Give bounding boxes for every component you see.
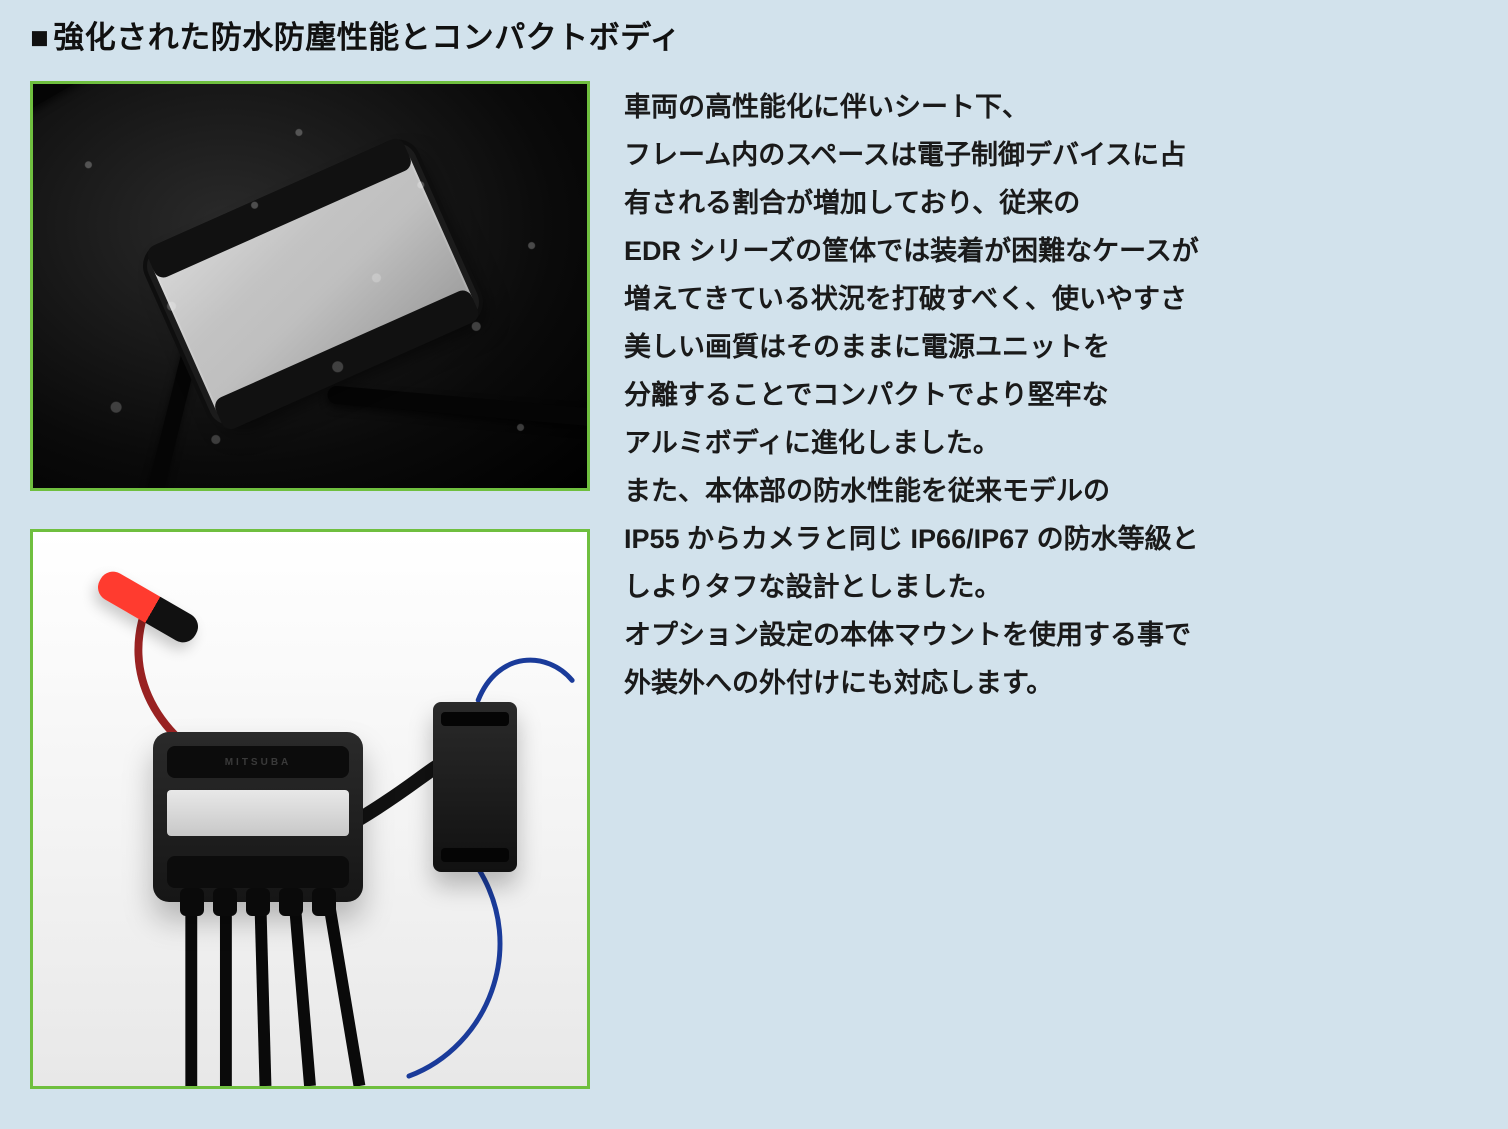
heading-text: 強化された防水防塵性能とコンパクトボディ <box>53 20 681 55</box>
body-line: EDR シリーズの筐体では装着が困難なケースが <box>624 227 1468 275</box>
device-aluminum-plate-icon <box>167 790 349 836</box>
heading-bullet-icon: ■ <box>30 20 49 56</box>
body-line: 車両の高性能化に伴いシート下、 <box>624 83 1468 131</box>
body-line: 分離することでコンパクトでより堅牢な <box>624 371 1468 419</box>
cable-icon <box>30 81 241 118</box>
body-line: IP55 からカメラと同じ IP66/IP67 の防水等級と <box>624 515 1468 563</box>
body-text: 車両の高性能化に伴いシート下、 フレーム内のスペースは電子制御デバイスに占 有さ… <box>624 83 1468 707</box>
device-bottom-bar-icon <box>167 856 349 888</box>
edr-main-unit-icon: MITSUBA <box>153 732 363 902</box>
product-image-components: MITSUBA <box>30 529 590 1089</box>
device-ports-icon <box>153 888 363 916</box>
body-line: 有される割合が増加しており、従来の <box>624 179 1468 227</box>
images-column: MITSUBA <box>30 81 590 1089</box>
page: ■強化された防水防塵性能とコンパクトボディ <box>0 0 1508 1089</box>
cable-icon <box>327 385 590 433</box>
device-brand-label: MITSUBA <box>167 746 349 778</box>
content-row: MITSUBA 車両の高性能化に伴いシート下、 フレーム内のスペースは電子制御デ… <box>30 81 1468 1089</box>
body-line: 増えてきている状況を打破すべく、使いやすさ <box>624 275 1468 323</box>
body-line: また、本体部の防水性能を従来モデルの <box>624 467 1468 515</box>
text-column: 車両の高性能化に伴いシート下、 フレーム内のスペースは電子制御デバイスに占 有さ… <box>624 81 1468 707</box>
section-heading: ■強化された防水防塵性能とコンパクトボディ <box>30 12 1468 57</box>
body-line: しよりタフな設計としました。 <box>624 563 1468 611</box>
cable-icon <box>141 339 200 491</box>
body-line: フレーム内のスペースは電子制御デバイスに占 <box>624 131 1468 179</box>
product-image-waterproof <box>30 81 590 491</box>
edr-main-unit-icon <box>148 145 477 423</box>
body-line: オプション設定の本体マウントを使用する事で <box>624 611 1468 659</box>
body-line: 外装外への外付けにも対応します。 <box>624 659 1468 707</box>
body-line: 美しい画質はそのままに電源ユニットを <box>624 323 1468 371</box>
body-line: アルミボディに進化しました。 <box>624 419 1468 467</box>
power-unit-icon <box>433 702 517 872</box>
